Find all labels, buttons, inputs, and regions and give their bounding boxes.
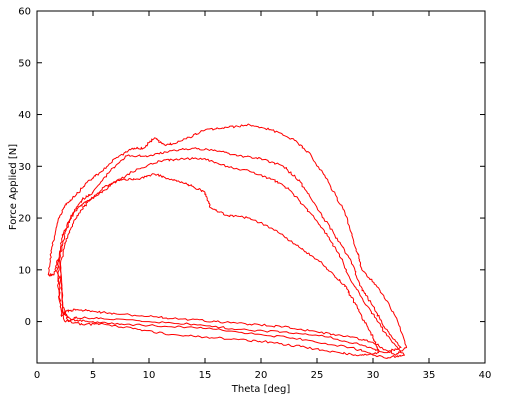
x-tick-label: 5 <box>90 370 96 381</box>
x-tick-label: 0 <box>34 370 40 381</box>
y-tick-label: 20 <box>18 214 31 225</box>
y-tick-label: 30 <box>18 162 31 173</box>
y-tick-label: 0 <box>25 317 31 328</box>
plot-area-frame <box>36 10 486 364</box>
y-tick-label: 40 <box>18 110 31 121</box>
x-tick-label: 10 <box>143 370 156 381</box>
x-tick-label: 25 <box>311 370 324 381</box>
y-tick-label: 10 <box>18 265 31 276</box>
y-tick-label: 60 <box>18 7 31 18</box>
x-tick-label: 15 <box>199 370 212 381</box>
x-tick-label: 40 <box>479 370 492 381</box>
y-axis-label: Force Applied [N] <box>8 144 19 230</box>
x-axis-label: Theta [deg] <box>231 384 291 395</box>
x-tick-label: 20 <box>255 370 268 381</box>
x-tick-label: 35 <box>423 370 436 381</box>
data-traces <box>47 123 408 359</box>
series-line <box>60 173 380 357</box>
series-line <box>58 157 405 359</box>
y-tick-label: 50 <box>18 58 31 69</box>
x-tick-label: 30 <box>367 370 380 381</box>
series-line <box>56 147 402 354</box>
series-line <box>47 123 408 356</box>
